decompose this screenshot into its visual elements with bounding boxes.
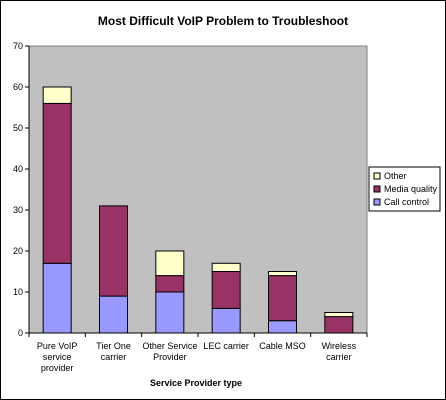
- bar-media-quality: [99, 205, 128, 297]
- x-tick-label: Cable MSO: [259, 341, 306, 351]
- x-tick-label: service: [43, 352, 72, 362]
- legend-swatch: [373, 185, 381, 193]
- bar-other: [324, 312, 354, 318]
- x-tick-label: LEC carrier: [203, 341, 249, 351]
- y-tick-label: 60: [13, 82, 23, 92]
- bar-call-control: [42, 262, 72, 334]
- x-axis-title: Service Provider type: [150, 378, 242, 388]
- plot-area: [28, 45, 368, 334]
- bar-other: [42, 86, 72, 104]
- y-tick-label: 30: [13, 205, 23, 215]
- x-tick-label: Wireless: [322, 341, 357, 351]
- x-tick-label: Pure VoIP: [37, 341, 78, 351]
- y-tick-label: 70: [13, 41, 23, 51]
- bar-media-quality: [42, 102, 72, 264]
- x-tick-label: Provider: [153, 352, 187, 362]
- x-tick-label: carrier: [326, 352, 352, 362]
- x-tick-label: Other Service: [142, 341, 197, 351]
- y-tick-label: 20: [13, 246, 23, 256]
- chart-title: Most Difficult VoIP Problem to Troublesh…: [98, 14, 348, 28]
- y-tick-label: 0: [18, 328, 23, 338]
- x-tick-label: carrier: [101, 352, 127, 362]
- legend-label: Other: [384, 171, 407, 181]
- bar-media-quality: [268, 275, 297, 322]
- y-tick-label: 40: [13, 164, 23, 174]
- bar-media-quality: [211, 271, 241, 309]
- bar-other: [211, 262, 241, 272]
- x-tick-label: Tier One: [96, 341, 131, 351]
- legend-box: [368, 166, 441, 212]
- x-tick-label: provider: [41, 363, 74, 373]
- y-tick-label: 50: [13, 123, 23, 133]
- legend-swatch: [373, 172, 381, 180]
- bar-media-quality: [324, 316, 354, 334]
- bar-other: [268, 271, 297, 277]
- legend-label: Media quality: [384, 184, 438, 194]
- bar-call-control: [268, 320, 297, 334]
- bar-media-quality: [155, 275, 185, 293]
- legend-label: Call control: [384, 197, 429, 207]
- bar-call-control: [99, 295, 128, 334]
- bar-call-control: [155, 291, 185, 334]
- bar-call-control: [211, 307, 241, 334]
- y-tick-label: 10: [13, 287, 23, 297]
- legend-swatch: [373, 198, 381, 206]
- bar-other: [155, 250, 185, 277]
